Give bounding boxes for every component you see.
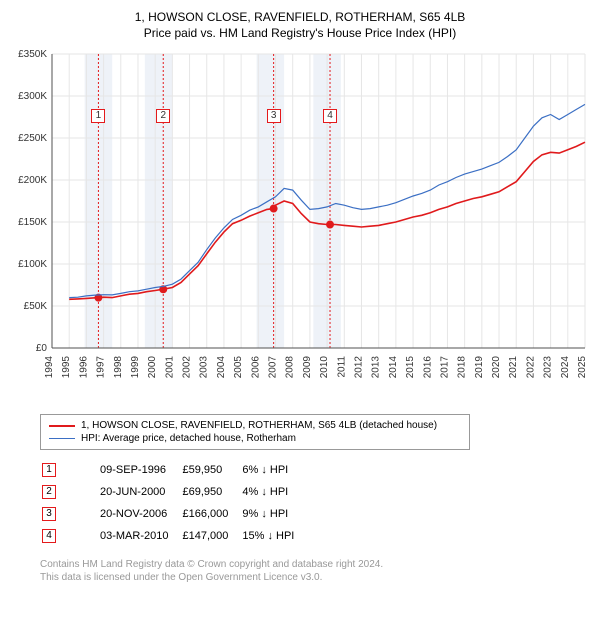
svg-text:2019: 2019 [474, 356, 485, 379]
sale-marker: 4 [42, 529, 56, 543]
svg-text:£0: £0 [36, 343, 48, 354]
chart-legend: 1, HOWSON CLOSE, RAVENFIELD, ROTHERHAM, … [40, 414, 470, 450]
svg-text:2009: 2009 [302, 356, 313, 379]
event-marker: 4 [323, 109, 337, 123]
svg-text:£50K: £50K [24, 301, 48, 312]
svg-text:2023: 2023 [543, 356, 554, 379]
sale-price: £69,950 [182, 482, 240, 502]
title-subtitle: Price paid vs. HM Land Registry's House … [10, 26, 590, 40]
sale-price: £166,000 [182, 504, 240, 524]
table-row: 2 20-JUN-2000£69,9504% ↓ HPI [42, 482, 306, 502]
table-row: 4 03-MAR-2010£147,00015% ↓ HPI [42, 526, 306, 546]
svg-text:£150K: £150K [18, 217, 47, 228]
event-marker: 2 [156, 109, 170, 123]
svg-text:2008: 2008 [285, 356, 296, 379]
svg-text:2015: 2015 [405, 356, 416, 379]
svg-text:2001: 2001 [164, 356, 175, 379]
svg-text:1999: 1999 [130, 356, 141, 379]
event-marker: 3 [267, 109, 281, 123]
sale-hpi-diff: 6% ↓ HPI [242, 460, 306, 480]
footer-line2: This data is licensed under the Open Gov… [40, 571, 590, 584]
svg-text:£300K: £300K [18, 91, 47, 102]
svg-text:2016: 2016 [422, 356, 433, 379]
svg-text:1995: 1995 [61, 356, 72, 379]
svg-text:2017: 2017 [439, 356, 450, 379]
sale-date: 20-NOV-2006 [70, 504, 180, 524]
svg-text:2002: 2002 [182, 356, 193, 379]
sale-marker: 3 [42, 507, 56, 521]
sale-hpi-diff: 9% ↓ HPI [242, 504, 306, 524]
sale-hpi-diff: 15% ↓ HPI [242, 526, 306, 546]
svg-text:2022: 2022 [525, 356, 536, 379]
svg-text:£100K: £100K [18, 259, 47, 270]
price-hpi-chart: £0 £50K £100K £150K £200K £250K £300K £350K 1994… [10, 48, 590, 408]
sale-price: £59,950 [182, 460, 240, 480]
sale-hpi-diff: 4% ↓ HPI [242, 482, 306, 502]
svg-text:2014: 2014 [388, 356, 399, 379]
svg-text:2004: 2004 [216, 356, 227, 379]
svg-text:2012: 2012 [353, 356, 364, 379]
table-row: 3 20-NOV-2006£166,0009% ↓ HPI [42, 504, 306, 524]
svg-text:1994: 1994 [44, 356, 55, 379]
svg-text:2020: 2020 [491, 356, 502, 379]
legend-label: 1, HOWSON CLOSE, RAVENFIELD, ROTHERHAM, … [81, 420, 437, 431]
svg-text:2011: 2011 [336, 356, 347, 378]
svg-text:2007: 2007 [268, 356, 279, 379]
sale-date: 03-MAR-2010 [70, 526, 180, 546]
svg-text:2021: 2021 [508, 356, 519, 379]
event-marker: 1 [91, 109, 105, 123]
svg-text:2005: 2005 [233, 356, 244, 379]
svg-text:2006: 2006 [250, 356, 261, 379]
sale-date: 09-SEP-1996 [70, 460, 180, 480]
sales-table: 109-SEP-1996£59,9506% ↓ HPI220-JUN-2000£… [40, 458, 308, 548]
sale-price: £147,000 [182, 526, 240, 546]
svg-text:2013: 2013 [371, 356, 382, 379]
sale-marker: 1 [42, 463, 56, 477]
svg-text:1998: 1998 [113, 356, 124, 379]
svg-text:2018: 2018 [457, 356, 468, 379]
svg-text:2025: 2025 [577, 356, 588, 379]
legend-label: HPI: Average price, detached house, Roth… [81, 433, 296, 444]
footer-line1: Contains HM Land Registry data © Crown c… [40, 558, 590, 571]
svg-text:£200K: £200K [18, 175, 47, 186]
legend-swatch [49, 425, 75, 427]
svg-text:£250K: £250K [18, 133, 47, 144]
footer-attribution: Contains HM Land Registry data © Crown c… [40, 558, 590, 584]
legend-item: 1, HOWSON CLOSE, RAVENFIELD, ROTHERHAM, … [49, 419, 461, 432]
svg-text:1996: 1996 [78, 356, 89, 379]
svg-text:2010: 2010 [319, 356, 330, 379]
chart-title: 1, HOWSON CLOSE, RAVENFIELD, ROTHERHAM, … [10, 10, 590, 40]
legend-swatch [49, 438, 75, 439]
svg-text:2024: 2024 [560, 356, 571, 379]
sale-marker: 2 [42, 485, 56, 499]
sale-date: 20-JUN-2000 [70, 482, 180, 502]
title-address: 1, HOWSON CLOSE, RAVENFIELD, ROTHERHAM, … [10, 10, 590, 24]
svg-text:1997: 1997 [96, 356, 107, 379]
svg-text:2000: 2000 [147, 356, 158, 379]
table-row: 1 09-SEP-1996£59,9506% ↓ HPI [42, 460, 306, 480]
svg-text:2003: 2003 [199, 356, 210, 379]
legend-item: HPI: Average price, detached house, Roth… [49, 432, 461, 445]
svg-text:£350K: £350K [18, 49, 47, 60]
